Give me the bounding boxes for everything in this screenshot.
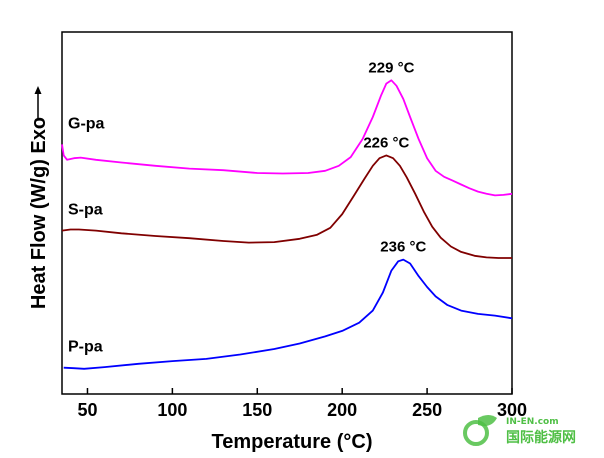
series-label-p-pa: P-pa: [68, 339, 103, 356]
series-labels: G-pa S-pa P-pa: [68, 115, 105, 355]
x-tick-label: 150: [242, 400, 272, 420]
exo-arrow-icon: [34, 86, 42, 120]
watermark-text-2: 国际能源网: [506, 429, 576, 446]
y-axis-label: Heat Flow (W/g) Exo: [28, 117, 50, 309]
series-line-g-pa: [61, 79, 513, 197]
y-axis-label-group: Heat Flow (W/g) Exo: [28, 117, 50, 309]
watermark-text-1: IN-EN.com: [506, 417, 559, 427]
x-tick-label: 50: [77, 400, 97, 420]
x-tick-label: 200: [327, 400, 357, 420]
peak-labels: 229 °C 226 °C 236 °C: [363, 59, 426, 255]
series-lines: [61, 79, 513, 370]
plot-frame: [61, 31, 513, 395]
x-axis-ticks: [86, 388, 513, 394]
x-axis-label: Temperature (°C): [212, 431, 373, 453]
series-line-p-pa: [63, 258, 513, 370]
peak-label-s-pa: 226 °C: [363, 134, 409, 151]
series-label-s-pa: S-pa: [68, 202, 103, 219]
series-label-g-pa: G-pa: [68, 115, 105, 132]
x-tick-label: 250: [412, 400, 442, 420]
x-tick-label: 100: [157, 400, 187, 420]
x-tick-label: 300: [497, 400, 527, 420]
watermark: IN-EN.com 国际能源网: [463, 415, 576, 446]
x-axis-tick-labels: 50 100 150 200 250 300: [77, 400, 527, 420]
leaf-logo-icon: [463, 415, 497, 446]
series-line-s-pa: [61, 154, 512, 259]
peak-label-g-pa: 229 °C: [368, 59, 414, 76]
peak-label-p-pa: 236 °C: [380, 239, 426, 256]
